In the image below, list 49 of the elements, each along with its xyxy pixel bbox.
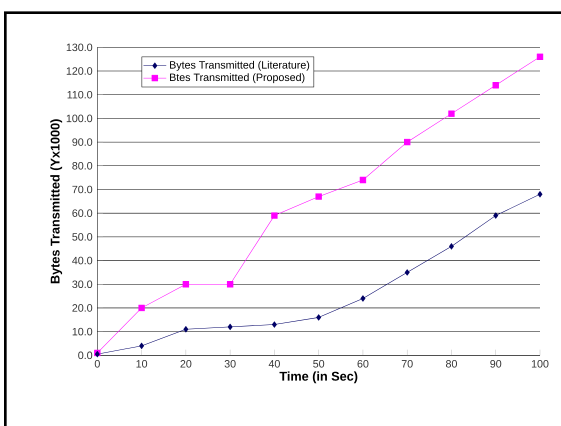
y-tick-label: 90.0: [72, 138, 92, 146]
point: [182, 281, 190, 288]
y-tick-label: 20.0: [72, 304, 92, 312]
y-tick-label: 70.0: [72, 186, 92, 194]
x-tick-label: 90: [490, 360, 502, 368]
y-tick-label: 30.0: [72, 280, 92, 288]
x-tick-label: 10: [136, 360, 148, 368]
point: [226, 281, 234, 288]
y-tick-label: 40.0: [72, 256, 92, 264]
legend-label: Bytes Transmitted (Literature): [170, 60, 310, 71]
y-tick-label: 0.0: [78, 352, 92, 360]
point: [404, 138, 410, 146]
point: [138, 304, 145, 312]
y-tick-label: 120.0: [66, 67, 92, 75]
point: [449, 243, 454, 250]
point: [360, 295, 366, 302]
y-tick-label: 80.0: [72, 162, 92, 170]
point: [228, 324, 233, 330]
y-tick-label: 130.0: [66, 44, 92, 52]
x-tick-label: 60: [358, 360, 368, 368]
y-tick-label: 50.0: [72, 233, 92, 241]
point: [493, 212, 498, 219]
x-tick-label: 100: [532, 360, 548, 368]
point: [448, 110, 455, 117]
y-tick-label: 100.0: [66, 114, 92, 122]
y-tick-label: 60.0: [72, 209, 92, 217]
point: [538, 191, 542, 198]
point: [492, 82, 499, 88]
x-tick-label: 50: [313, 360, 324, 368]
x-tick-label: 0: [94, 360, 100, 368]
y-tick-label: 10.0: [72, 328, 92, 336]
x-tick-label: 40: [268, 360, 280, 368]
point: [183, 326, 188, 332]
x-tick-label: 30: [224, 360, 236, 368]
x-axis-title: Time (in Sec): [280, 371, 358, 384]
point: [139, 342, 144, 350]
x-tick-label: 70: [402, 360, 413, 368]
y-tick-label: 110.0: [68, 90, 92, 98]
legend-label: Btes Transmitted (Proposed): [170, 73, 304, 84]
point: [360, 176, 366, 184]
x-tick-label: 80: [446, 360, 457, 368]
point: [315, 193, 322, 200]
point: [404, 269, 410, 276]
point: [536, 54, 544, 60]
point: [316, 314, 322, 321]
point: [272, 321, 277, 328]
y-axis-title: Bytes Transmitted (Yx1000): [50, 119, 62, 284]
point: [271, 212, 278, 219]
x-tick-label: 20: [180, 360, 192, 368]
